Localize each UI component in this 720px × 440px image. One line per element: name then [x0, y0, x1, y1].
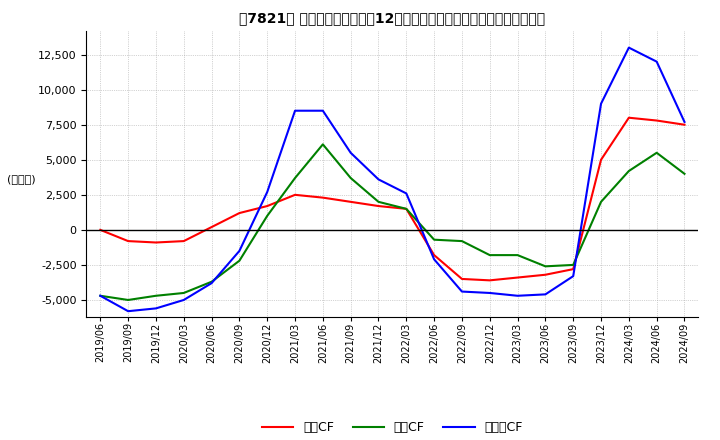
投資CF	[458, 238, 467, 244]
営業CF	[207, 224, 216, 230]
営業CF	[346, 199, 355, 205]
フリーCF	[96, 293, 104, 298]
投資CF	[207, 279, 216, 284]
営業CF	[652, 118, 661, 123]
営業CF	[124, 238, 132, 244]
営業CF	[96, 227, 104, 232]
投資CF	[96, 293, 104, 298]
営業CF	[374, 203, 383, 209]
フリーCF	[652, 59, 661, 64]
営業CF	[541, 272, 550, 277]
投資CF	[652, 150, 661, 155]
投資CF	[152, 293, 161, 298]
営業CF	[235, 210, 243, 216]
フリーCF	[374, 177, 383, 182]
投資CF	[318, 142, 327, 147]
フリーCF	[541, 292, 550, 297]
投資CF	[624, 169, 633, 174]
投資CF	[485, 253, 494, 258]
Y-axis label: (百万円): (百万円)	[6, 174, 35, 184]
フリーCF	[152, 306, 161, 311]
フリーCF	[485, 290, 494, 296]
営業CF	[152, 240, 161, 245]
投資CF	[124, 297, 132, 303]
投資CF	[597, 199, 606, 205]
Line: 営業CF: 営業CF	[100, 118, 685, 280]
営業CF	[318, 195, 327, 200]
営業CF	[680, 122, 689, 127]
Title: 【7821】 キャッシュフローの12か月移動合計の対前年同期増減額の推移: 【7821】 キャッシュフローの12か月移動合計の対前年同期増減額の推移	[239, 11, 546, 26]
投資CF	[291, 176, 300, 181]
投資CF	[569, 262, 577, 268]
営業CF	[179, 238, 188, 244]
フリーCF	[569, 274, 577, 279]
投資CF	[263, 213, 271, 219]
フリーCF	[513, 293, 522, 298]
フリーCF	[430, 257, 438, 262]
営業CF	[624, 115, 633, 121]
Legend: 営業CF, 投資CF, フリーCF: 営業CF, 投資CF, フリーCF	[257, 416, 528, 439]
フリーCF	[124, 308, 132, 314]
フリーCF	[402, 191, 410, 196]
投資CF	[513, 253, 522, 258]
営業CF	[263, 203, 271, 209]
フリーCF	[179, 297, 188, 303]
Line: 投資CF: 投資CF	[100, 144, 685, 300]
フリーCF	[680, 119, 689, 125]
営業CF	[485, 278, 494, 283]
投資CF	[541, 264, 550, 269]
営業CF	[569, 267, 577, 272]
投資CF	[430, 237, 438, 242]
営業CF	[458, 276, 467, 282]
フリーCF	[597, 101, 606, 106]
営業CF	[513, 275, 522, 280]
フリーCF	[235, 248, 243, 253]
フリーCF	[318, 108, 327, 114]
投資CF	[346, 176, 355, 181]
フリーCF	[346, 150, 355, 155]
フリーCF	[458, 289, 467, 294]
フリーCF	[624, 45, 633, 50]
営業CF	[291, 192, 300, 198]
営業CF	[597, 157, 606, 162]
投資CF	[402, 206, 410, 212]
営業CF	[430, 253, 438, 258]
フリーCF	[291, 108, 300, 114]
フリーCF	[207, 281, 216, 286]
営業CF	[402, 206, 410, 212]
フリーCF	[263, 189, 271, 194]
投資CF	[235, 258, 243, 264]
投資CF	[179, 290, 188, 296]
投資CF	[374, 199, 383, 205]
Line: フリーCF: フリーCF	[100, 48, 685, 311]
投資CF	[680, 171, 689, 176]
